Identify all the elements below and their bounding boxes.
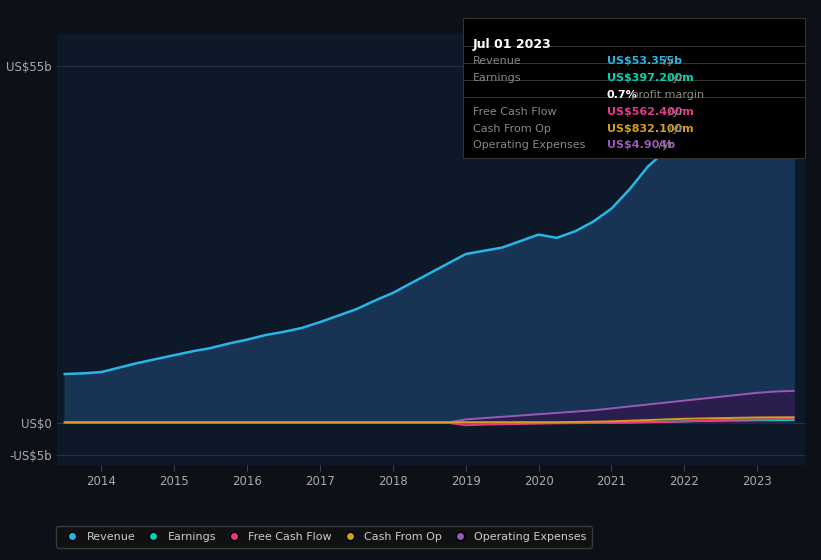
- Text: 0.7%: 0.7%: [607, 90, 637, 100]
- Text: /yr: /yr: [654, 141, 673, 151]
- Text: /yr: /yr: [665, 73, 684, 83]
- Text: Cash From Op: Cash From Op: [473, 124, 551, 134]
- Text: US$397.200m: US$397.200m: [607, 73, 694, 83]
- Text: US$4.904b: US$4.904b: [607, 141, 675, 151]
- Text: Operating Expenses: Operating Expenses: [473, 141, 585, 151]
- Text: Earnings: Earnings: [473, 73, 521, 83]
- Text: /yr: /yr: [665, 107, 684, 117]
- Text: profit margin: profit margin: [628, 90, 704, 100]
- Text: US$832.100m: US$832.100m: [607, 124, 693, 134]
- Text: Jul 01 2023: Jul 01 2023: [473, 38, 552, 50]
- Text: Revenue: Revenue: [473, 57, 521, 67]
- Text: /yr: /yr: [665, 124, 684, 134]
- Text: US$53.355b: US$53.355b: [607, 57, 681, 67]
- Text: Free Cash Flow: Free Cash Flow: [473, 107, 557, 117]
- Legend: Revenue, Earnings, Free Cash Flow, Cash From Op, Operating Expenses: Revenue, Earnings, Free Cash Flow, Cash …: [56, 526, 592, 548]
- Text: /yr: /yr: [660, 57, 678, 67]
- Text: US$562.400m: US$562.400m: [607, 107, 694, 117]
